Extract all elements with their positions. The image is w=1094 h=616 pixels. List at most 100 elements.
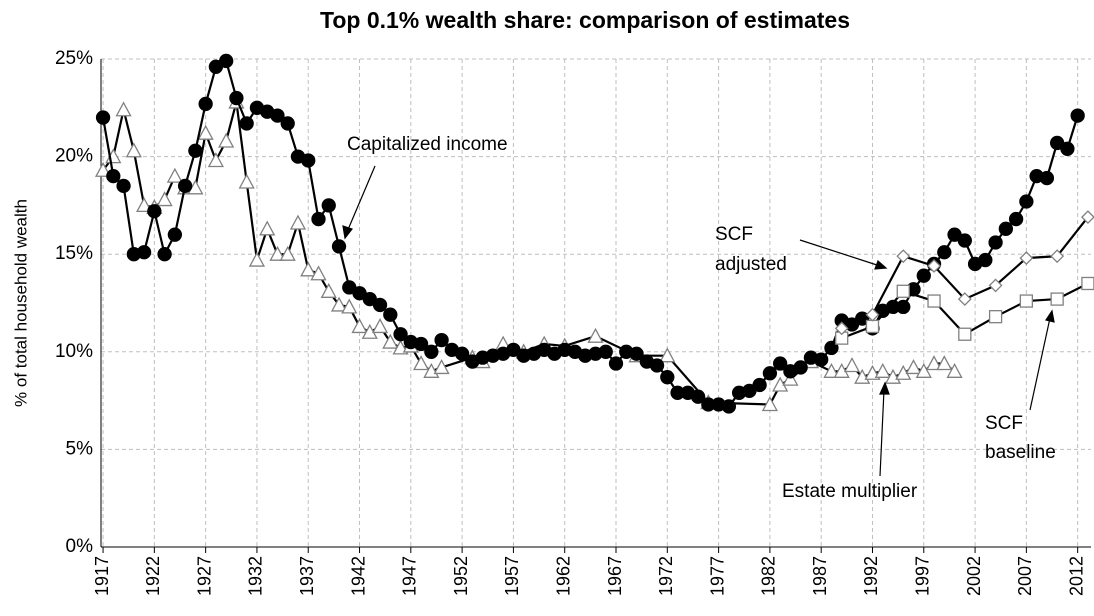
marker <box>690 389 706 404</box>
marker <box>752 377 767 393</box>
arrowhead <box>879 381 890 395</box>
marker <box>136 245 152 260</box>
x-tick-label: 1917 <box>92 556 112 596</box>
marker <box>177 178 193 194</box>
marker <box>1070 108 1085 123</box>
marker <box>330 296 348 312</box>
marker <box>239 116 254 131</box>
annotation: baseline <box>985 442 1056 463</box>
marker <box>331 239 347 254</box>
x-tick-label: 1962 <box>553 556 573 596</box>
marker <box>1039 170 1055 186</box>
arrowhead <box>874 259 888 270</box>
marker <box>1019 294 1034 308</box>
marker <box>1008 211 1024 227</box>
marker <box>351 318 368 334</box>
grid: 0% 5% 10% 15% 20% 25% 1917 1922 1927 1932 1937 1942… <box>55 48 1091 596</box>
marker <box>927 294 941 308</box>
marker <box>311 211 326 227</box>
marker <box>762 366 778 381</box>
arrow <box>346 165 376 233</box>
marker <box>188 143 203 158</box>
marker <box>629 346 644 361</box>
marker <box>125 142 142 158</box>
x-tick-label: 1987 <box>810 556 830 596</box>
x-tick-label: 1977 <box>707 556 727 596</box>
marker <box>1081 276 1094 291</box>
marker <box>95 110 111 125</box>
marker <box>156 191 173 207</box>
marker <box>978 252 993 268</box>
marker <box>412 355 430 371</box>
annotation: adjusted <box>715 254 787 275</box>
marker <box>884 368 902 384</box>
marker <box>300 261 317 277</box>
x-tick-label: 1932 <box>246 556 266 596</box>
marker <box>721 399 737 414</box>
marker <box>424 344 439 359</box>
marker <box>834 321 849 336</box>
marker <box>865 319 880 334</box>
y-axis-label: % of total household wealth <box>11 199 30 407</box>
series-layer <box>94 53 1094 414</box>
marker <box>219 53 234 69</box>
marker <box>115 101 132 117</box>
marker <box>1050 249 1065 264</box>
marker <box>957 233 972 248</box>
marker <box>1050 292 1064 306</box>
annotation: SCF <box>985 413 1023 434</box>
x-tick-label: 1957 <box>502 556 522 596</box>
marker <box>896 284 910 298</box>
marker <box>916 268 931 283</box>
marker <box>1019 251 1034 266</box>
marker <box>197 124 214 140</box>
marker <box>988 278 1003 293</box>
marker <box>320 282 337 298</box>
marker <box>782 370 799 386</box>
marker <box>310 265 327 281</box>
y-tick-label: 5% <box>66 438 94 459</box>
marker <box>371 318 389 334</box>
marker <box>946 362 963 378</box>
annotation: Capitalized income <box>347 134 508 155</box>
marker <box>937 245 952 260</box>
marker <box>927 258 941 273</box>
y-tick-label: 15% <box>55 243 93 264</box>
marker <box>259 220 276 236</box>
x-tick-label: 2012 <box>1066 556 1086 596</box>
marker <box>280 116 295 131</box>
marker <box>289 214 307 230</box>
marker <box>1019 194 1034 209</box>
marker <box>383 307 398 322</box>
marker <box>147 204 162 219</box>
marker <box>434 332 449 348</box>
marker <box>229 90 244 106</box>
marker <box>1081 210 1094 225</box>
marker <box>608 356 624 371</box>
marker <box>198 96 213 112</box>
y-tick-label: 25% <box>55 48 93 69</box>
annotations <box>342 165 1055 477</box>
arrowhead <box>1045 309 1055 323</box>
x-tick-label: 1982 <box>759 556 779 596</box>
x-tick-label: 1967 <box>605 556 625 596</box>
marker <box>218 132 235 148</box>
marker <box>135 197 153 213</box>
marker <box>321 198 336 213</box>
x-tick-label: 1952 <box>451 556 471 596</box>
x-tick-label: 1942 <box>348 556 368 596</box>
x-tick-label: 1992 <box>861 556 881 596</box>
annotation: Estate multiplier <box>782 481 918 502</box>
x-tick-label: 2002 <box>964 556 984 596</box>
marker <box>207 152 224 168</box>
marker <box>988 235 1003 250</box>
marker <box>773 356 788 371</box>
marker <box>393 327 408 342</box>
marker <box>598 344 613 359</box>
x-tick-label: 1947 <box>400 556 420 596</box>
marker <box>341 298 358 314</box>
marker <box>896 299 911 315</box>
marker <box>793 360 808 375</box>
marker <box>167 227 183 242</box>
